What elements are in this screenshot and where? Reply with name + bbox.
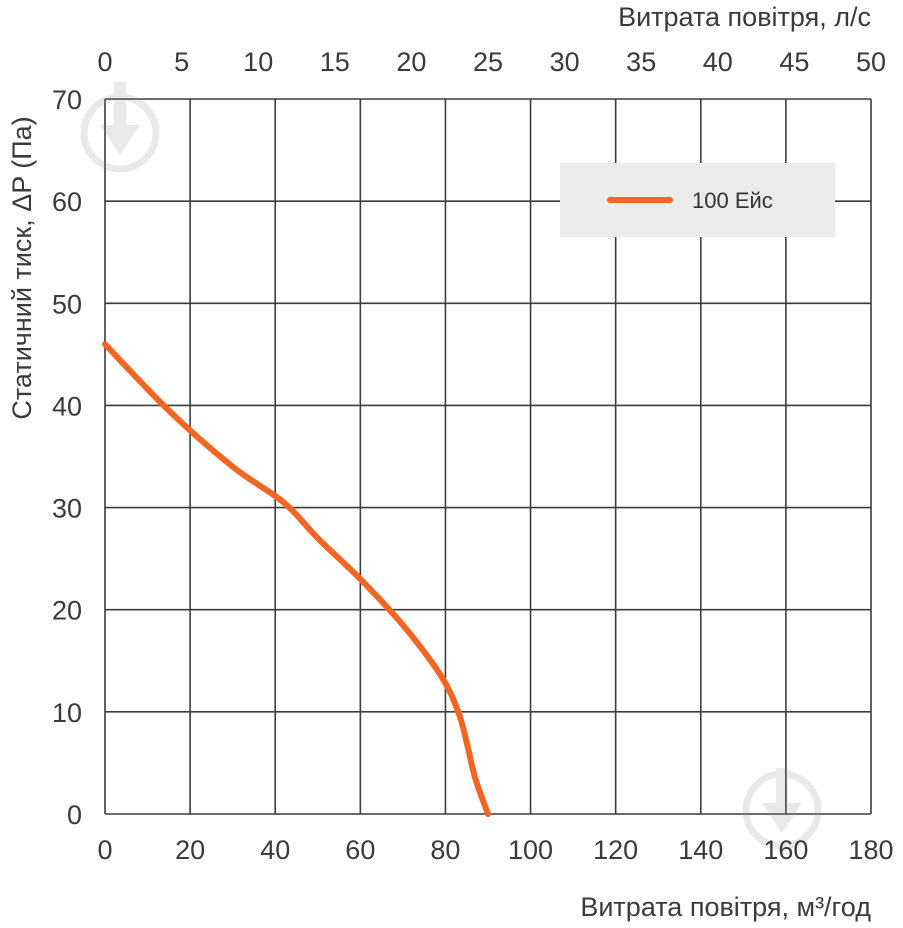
bottom-axis-tick-label: 180 xyxy=(848,835,893,865)
grid xyxy=(104,98,872,815)
bottom-axis-tick-label: 80 xyxy=(430,835,460,865)
top-axis-tick-label: 25 xyxy=(473,47,503,77)
top-axis-tick-label: 30 xyxy=(550,47,580,77)
series-layer xyxy=(102,341,491,817)
top-axis-title: Витрата повітря, л/с xyxy=(618,2,871,32)
top-axis-tick-label: 15 xyxy=(320,47,350,77)
top-axis-ticks: 0 5 10 15 20 25 30 35 40 45 50 xyxy=(97,47,886,77)
bottom-axis-tick-label: 100 xyxy=(508,835,553,865)
watermark-icon-bottom xyxy=(742,768,822,850)
bottom-axis-title: Витрата повітря, м³/год xyxy=(580,892,871,922)
bottom-axis-tick-label: 40 xyxy=(260,835,290,865)
top-axis-tick-label: 45 xyxy=(779,47,809,77)
y-axis-tick-label: 40 xyxy=(52,391,82,421)
y-axis-tick-label: 20 xyxy=(52,596,82,626)
top-axis-tick-label: 0 xyxy=(97,47,112,77)
top-axis-tick-label: 5 xyxy=(174,47,189,77)
bottom-axis-tick-label: 0 xyxy=(97,835,112,865)
y-axis-tick-label: 30 xyxy=(52,494,82,524)
bottom-axis-ticks: 0 20 40 60 80 100 120 140 160 180 xyxy=(97,835,893,865)
watermark-icon-top xyxy=(80,82,160,173)
bottom-axis-tick-label: 20 xyxy=(175,835,205,865)
y-axis-tick-label: 60 xyxy=(52,187,82,217)
top-axis-tick-label: 20 xyxy=(396,47,426,77)
top-axis-tick-label: 35 xyxy=(626,47,656,77)
top-axis-tick-label: 50 xyxy=(856,47,886,77)
y-axis-tick-label: 50 xyxy=(52,289,82,319)
series-line-0 xyxy=(102,341,491,817)
legend-box xyxy=(560,163,835,237)
legend: 100 Ейс xyxy=(560,163,835,237)
legend-label: 100 Ейс xyxy=(692,188,773,213)
bottom-axis-tick-label: 160 xyxy=(763,835,808,865)
bottom-axis-tick-label: 60 xyxy=(345,835,375,865)
y-axis-tick-label: 70 xyxy=(52,85,82,115)
watermarks xyxy=(80,82,822,850)
bottom-axis-tick-label: 120 xyxy=(593,835,638,865)
top-axis-tick-label: 40 xyxy=(703,47,733,77)
bottom-axis-tick-label: 140 xyxy=(678,835,723,865)
y-axis-tick-label: 0 xyxy=(67,800,82,830)
y-axis-ticks: 0 10 20 30 40 50 60 70 xyxy=(52,85,82,830)
top-axis-tick-label: 10 xyxy=(243,47,273,77)
y-axis-title: Статичний тиск, ΔP (Па) xyxy=(7,116,37,419)
y-axis-tick-label: 10 xyxy=(52,698,82,728)
